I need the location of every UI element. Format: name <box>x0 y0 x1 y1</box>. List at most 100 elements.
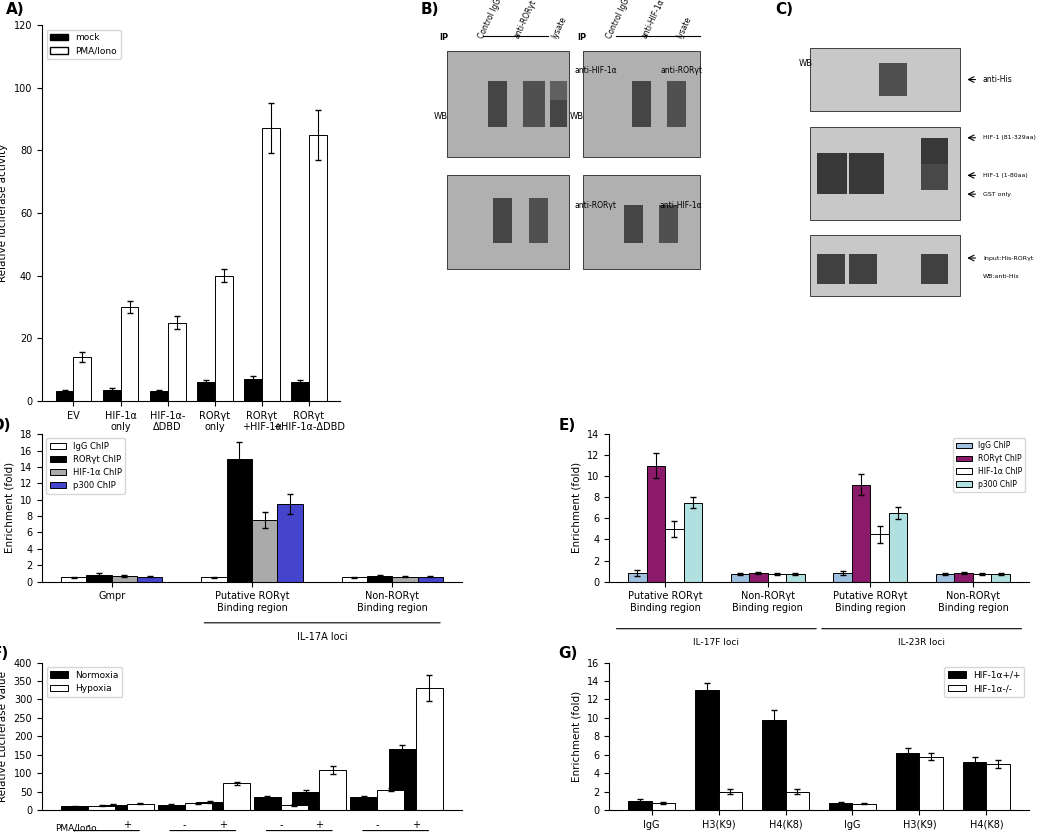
Bar <box>624 205 643 243</box>
Bar <box>810 235 960 296</box>
Bar <box>281 805 308 810</box>
Bar <box>768 574 786 581</box>
Y-axis label: Enrichment (fold): Enrichment (fold) <box>571 463 582 554</box>
Bar <box>488 82 507 127</box>
Bar <box>628 573 647 581</box>
Bar <box>196 802 223 810</box>
Text: Control IgG: Control IgG <box>477 0 504 40</box>
Text: IP: IP <box>578 33 587 42</box>
Bar <box>973 574 991 581</box>
Bar <box>652 802 675 810</box>
Bar <box>121 307 139 401</box>
Bar <box>494 198 512 243</box>
Text: anti-RORγt: anti-RORγt <box>660 66 702 74</box>
Bar <box>351 797 377 810</box>
Bar <box>447 175 569 269</box>
Bar <box>523 82 545 127</box>
Bar <box>731 574 750 581</box>
Bar <box>849 254 877 284</box>
Text: Control IgG: Control IgG <box>605 0 631 40</box>
Text: anti-HIF-1α: anti-HIF-1α <box>574 66 617 74</box>
Bar <box>986 764 1010 810</box>
Bar <box>852 485 870 581</box>
Text: anti-RORγt: anti-RORγt <box>574 201 616 210</box>
Bar <box>762 720 785 810</box>
Bar <box>127 803 153 810</box>
Legend: IgG ChIP, RORγt ChIP, HIF-1α ChIP, p300 ChIP: IgG ChIP, RORγt ChIP, HIF-1α ChIP, p300 … <box>953 438 1025 492</box>
Text: +: + <box>315 820 323 830</box>
Bar <box>136 577 162 581</box>
Bar <box>659 205 678 243</box>
Bar <box>786 574 804 581</box>
Bar <box>583 175 699 269</box>
Bar <box>111 576 136 581</box>
Bar <box>920 757 943 810</box>
Text: -: - <box>376 820 379 830</box>
Bar <box>684 503 702 581</box>
Bar <box>416 688 443 810</box>
Legend: HIF-1α+/+, HIF-1α-/-: HIF-1α+/+, HIF-1α-/- <box>945 667 1025 697</box>
Text: anti-His: anti-His <box>983 75 1012 84</box>
Text: GST only: GST only <box>983 192 1011 196</box>
Bar <box>88 806 116 810</box>
Bar <box>853 803 876 810</box>
Text: lysate: lysate <box>675 15 693 40</box>
Bar <box>100 805 127 810</box>
Bar <box>261 129 279 401</box>
Text: G): G) <box>559 646 578 661</box>
Bar <box>647 466 665 581</box>
Text: A): A) <box>6 2 25 17</box>
Bar <box>879 63 907 97</box>
Text: HIF-1 (81-329aa): HIF-1 (81-329aa) <box>983 135 1035 140</box>
Bar <box>319 770 346 810</box>
Bar <box>158 805 185 810</box>
Text: PMA/Iono: PMA/Iono <box>56 824 97 833</box>
Text: B): B) <box>420 2 439 17</box>
Y-axis label: Enrichment (fold): Enrichment (fold) <box>4 463 15 554</box>
Bar <box>810 48 960 112</box>
Text: WB: WB <box>434 112 448 121</box>
Bar <box>309 134 327 401</box>
Bar <box>61 807 88 810</box>
Bar <box>665 529 684 581</box>
Text: anti-RORγt: anti-RORγt <box>512 0 539 40</box>
Bar <box>921 164 948 190</box>
Text: IL-23R loci: IL-23R loci <box>898 638 945 646</box>
Text: IL-17A loci: IL-17A loci <box>297 631 348 641</box>
Bar <box>277 504 302 581</box>
Bar <box>870 534 888 581</box>
Bar <box>750 573 768 581</box>
Bar <box>447 52 569 157</box>
Bar <box>103 390 121 401</box>
Bar <box>185 803 211 810</box>
Bar <box>718 792 742 810</box>
Bar <box>550 100 567 127</box>
Bar <box>583 52 699 157</box>
Bar <box>921 254 948 284</box>
Bar <box>830 802 853 810</box>
Bar <box>368 576 393 581</box>
Text: Input:His-RORγt: Input:His-RORγt <box>983 256 1033 261</box>
Bar <box>291 382 309 401</box>
Bar <box>388 749 416 810</box>
Bar <box>418 577 443 581</box>
Bar <box>252 520 277 581</box>
Text: WB: WB <box>569 112 584 121</box>
Legend: mock, PMA/Iono: mock, PMA/Iono <box>46 29 121 59</box>
Bar <box>56 392 74 401</box>
Y-axis label: Relative Luciferase Value: Relative Luciferase Value <box>0 671 8 802</box>
Bar <box>896 753 920 810</box>
Legend: Normoxia, Hypoxia: Normoxia, Hypoxia <box>46 667 123 697</box>
Y-axis label: Enrichment (fold): Enrichment (fold) <box>571 691 582 782</box>
Text: E): E) <box>559 418 575 433</box>
Bar <box>817 254 844 284</box>
Bar <box>810 127 960 220</box>
Bar <box>834 573 852 581</box>
Text: anti-HIF-1α: anti-HIF-1α <box>659 201 702 210</box>
Bar <box>393 577 418 581</box>
Bar <box>196 382 215 401</box>
Bar <box>817 153 847 195</box>
Text: -: - <box>183 820 186 830</box>
Text: +: + <box>412 820 420 830</box>
Text: D): D) <box>0 418 12 433</box>
